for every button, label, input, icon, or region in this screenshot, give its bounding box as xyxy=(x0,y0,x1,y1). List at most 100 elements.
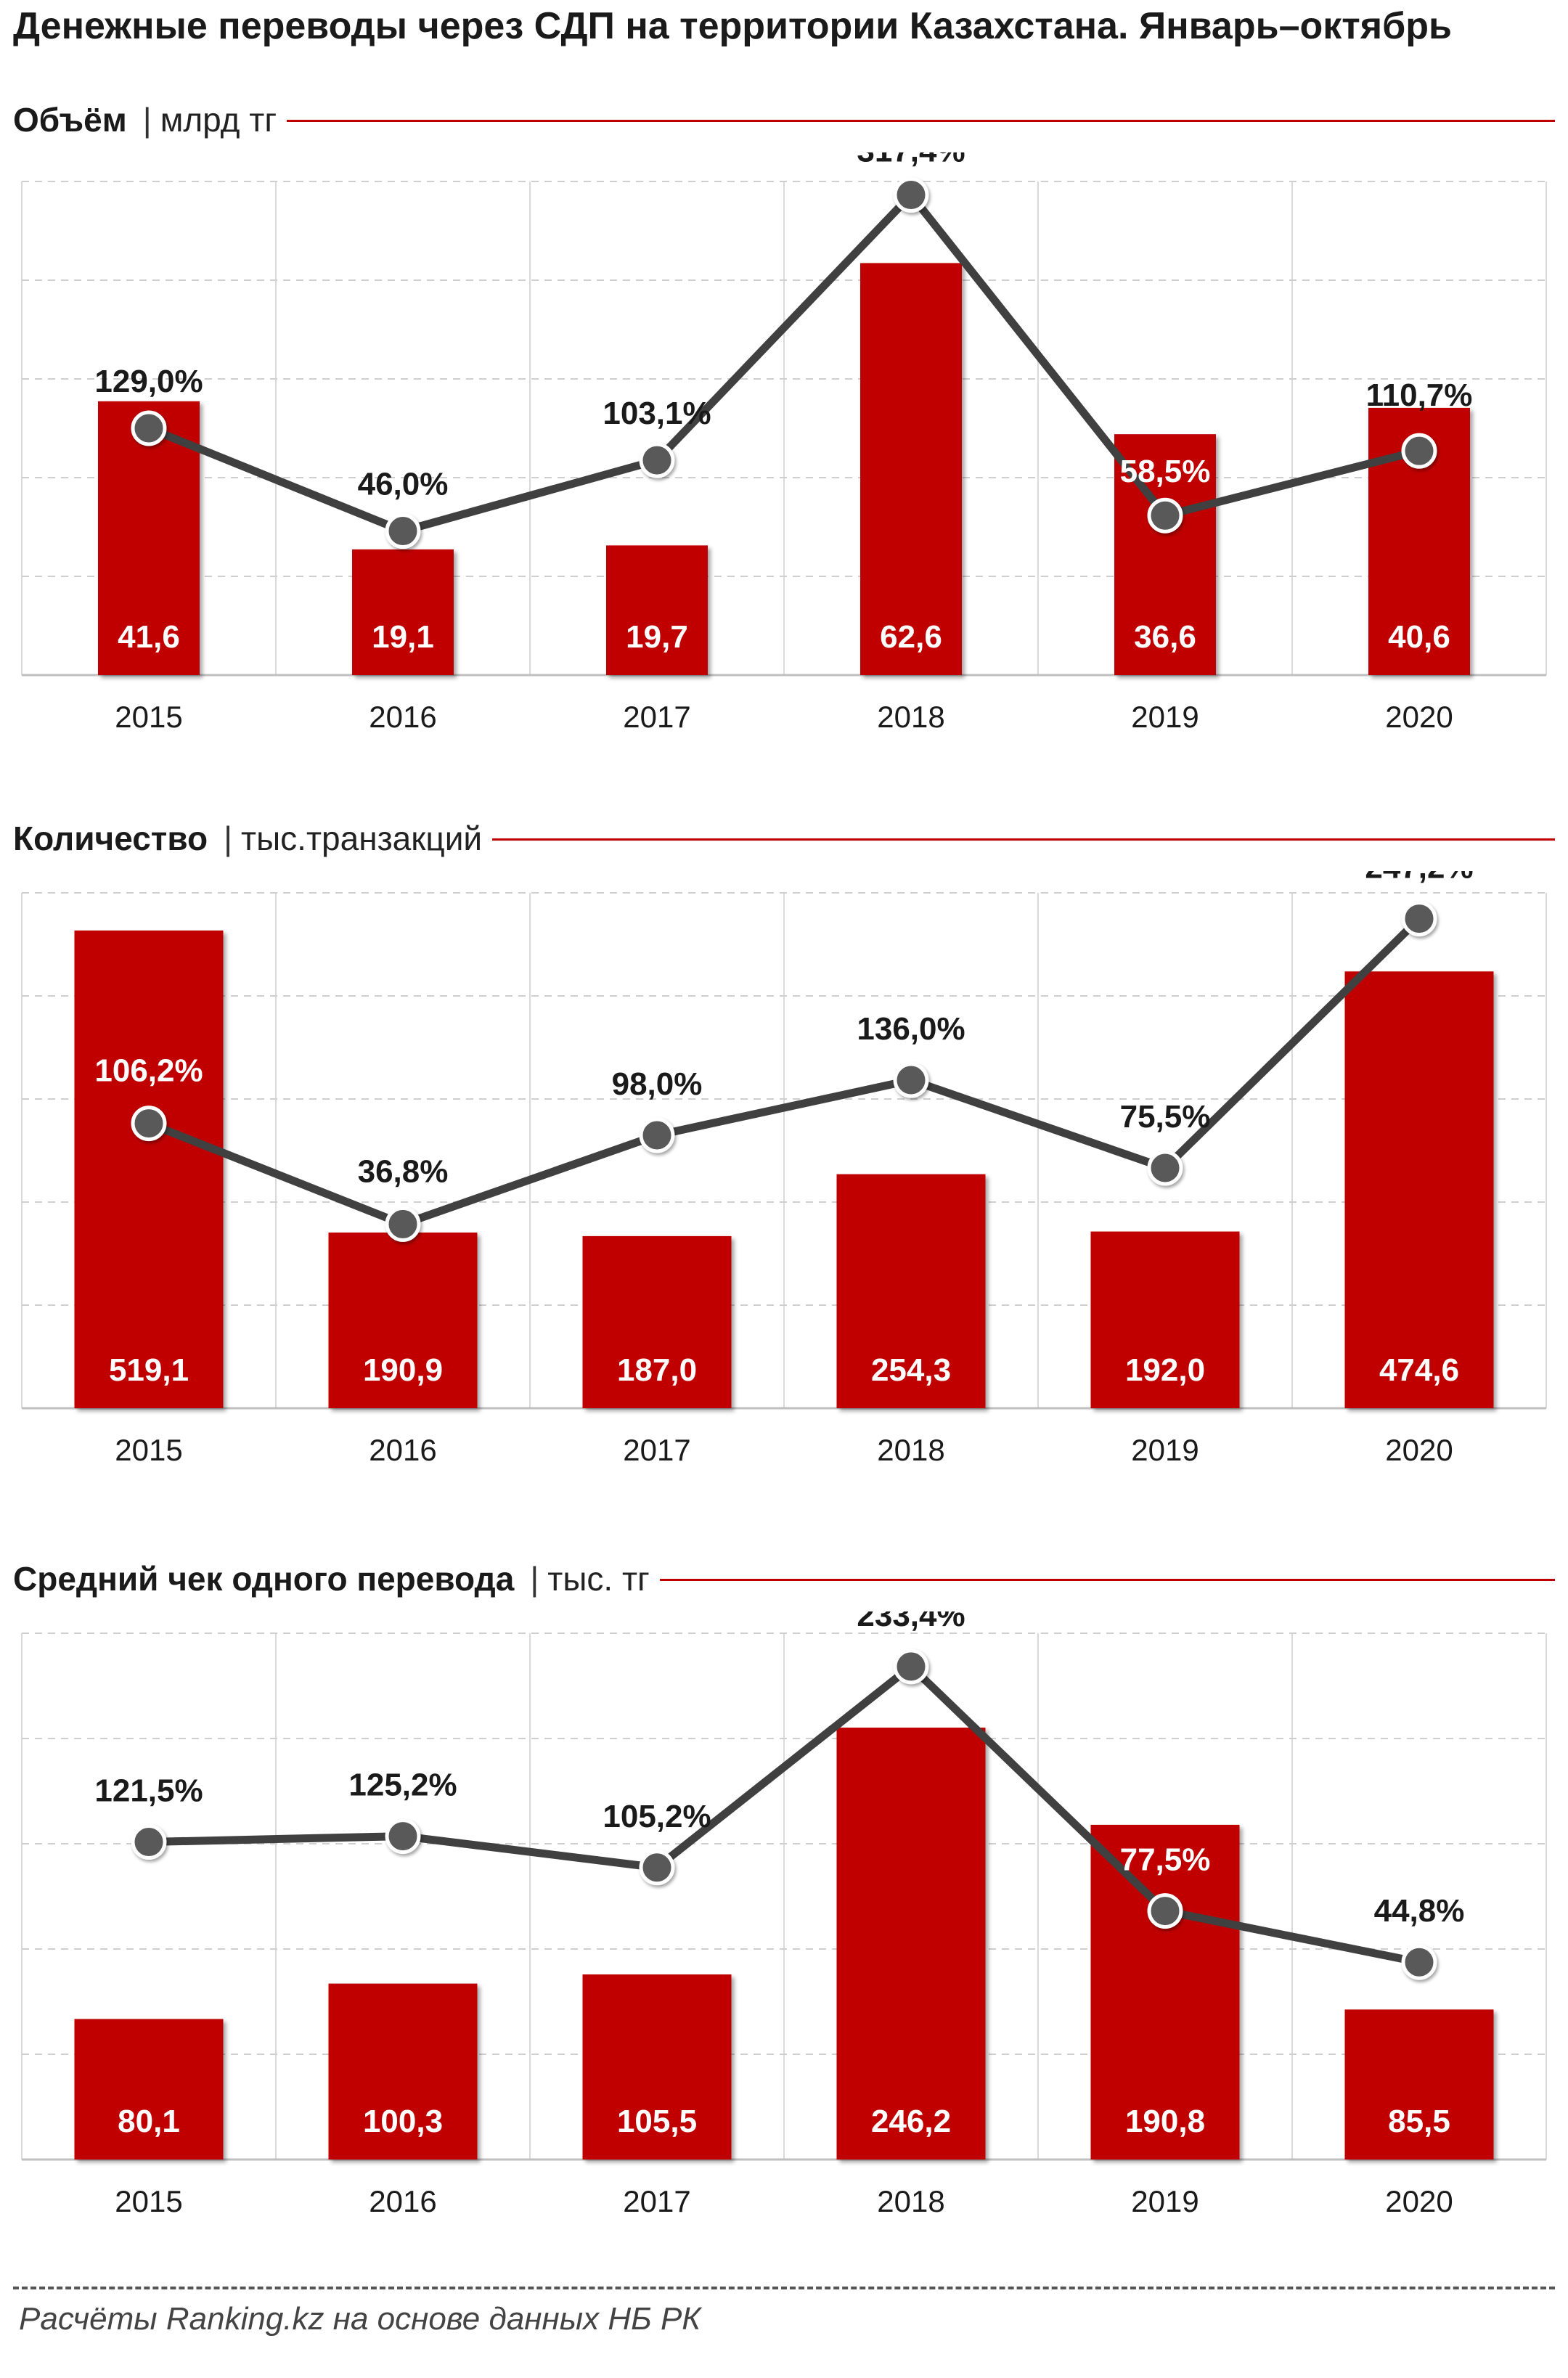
page-title: Денежные переводы через СДП на территори… xyxy=(13,5,1452,47)
x-tick-label: 2019 xyxy=(1131,700,1199,734)
bar xyxy=(1344,2009,1494,2160)
chart-section-avg-check: Средний чек одного перевода | тыс. тг 80,1… xyxy=(0,1553,1568,2250)
bar-value-label: 100,3 xyxy=(363,2104,443,2139)
bar xyxy=(836,1174,986,1408)
x-tick-label: 2019 xyxy=(1131,1433,1199,1467)
growth-point xyxy=(1147,1893,1183,1929)
growth-point xyxy=(639,442,675,478)
growth-point xyxy=(385,513,421,549)
x-tick-label: 2018 xyxy=(877,2184,944,2218)
growth-value-label: 77,5% xyxy=(1120,1842,1211,1878)
bar xyxy=(352,549,454,675)
footer-divider xyxy=(13,2287,1555,2289)
growth-line xyxy=(147,191,1421,536)
growth-point xyxy=(131,1824,167,1860)
bar-value-label: 474,6 xyxy=(1379,1352,1459,1388)
growth-point xyxy=(893,177,929,213)
x-tick-label: 2020 xyxy=(1385,1433,1453,1467)
bar-value-label: 190,9 xyxy=(363,1352,443,1388)
growth-value-label: 103,1% xyxy=(603,396,711,431)
growth-value-label: 36,8% xyxy=(358,1153,449,1189)
growth-point xyxy=(893,1648,929,1685)
growth-value-label: 129,0% xyxy=(94,364,203,399)
section-rule xyxy=(13,120,1555,122)
growth-line xyxy=(148,1662,1421,1966)
growth-value-label: 110,7% xyxy=(1366,377,1473,413)
x-tick-label: 2017 xyxy=(623,2184,690,2218)
growth-value-label: 317,4% xyxy=(857,152,965,169)
bar-value-label: 105,5 xyxy=(617,2104,697,2139)
x-tick-label: 2016 xyxy=(369,700,436,734)
x-tick-label: 2019 xyxy=(1131,2184,1199,2218)
section-separator: | xyxy=(142,101,152,139)
growth-value-label: 98,0% xyxy=(612,1066,703,1102)
bar xyxy=(860,263,962,676)
x-tick-label: 2016 xyxy=(369,1433,436,1467)
chart-section-count: Количество | тыс.транзакций 519,1 2015 190,9… xyxy=(0,813,1568,1495)
bar xyxy=(328,1232,478,1408)
x-tick-label: 2020 xyxy=(1385,2184,1453,2218)
chart-volume: 41,6 2015 19,1 2016 19,7 2017 62,6 2018 36,6 2019… xyxy=(21,152,1547,734)
bar xyxy=(74,930,224,1408)
section-rule xyxy=(13,838,1555,841)
bar-value-label: 187,0 xyxy=(617,1352,697,1388)
growth-point xyxy=(1401,901,1437,937)
bar-value-label: 80,1 xyxy=(118,2104,180,2139)
growth-point xyxy=(385,1206,421,1242)
section-unit: тыс.транзакций xyxy=(241,820,483,857)
section-separator: | xyxy=(530,1560,539,1598)
growth-value-label: 58,5% xyxy=(1120,454,1211,489)
section-header: Средний чек одного перевода | тыс. тг xyxy=(13,1553,1555,1604)
growth-value-label: 121,5% xyxy=(94,1773,203,1809)
x-tick-label: 2018 xyxy=(877,700,944,734)
x-tick-label: 2016 xyxy=(369,2184,436,2218)
growth-point xyxy=(131,1106,167,1142)
bar-value-label: 254,3 xyxy=(871,1352,951,1388)
bar xyxy=(328,1983,478,2160)
x-tick-label: 2015 xyxy=(115,700,182,734)
x-tick-label: 2020 xyxy=(1385,700,1453,734)
growth-point xyxy=(385,1818,421,1855)
growth-value-label: 233,4% xyxy=(857,1611,965,1633)
x-tick-label: 2015 xyxy=(115,2184,182,2218)
chart-average-check: 80,1 2015 100,3 2016 105,5 2017 246,2 2018 190,8… xyxy=(21,1611,1547,2218)
bar-value-label: 519,1 xyxy=(109,1352,189,1388)
section-separator: | xyxy=(224,820,233,857)
bar xyxy=(98,401,200,675)
bar-value-label: 85,5 xyxy=(1388,2104,1450,2139)
chart-section-volume: Объём | млрд тг 41,6 2015 19,1 2016 19,7 2017 62… xyxy=(0,94,1568,777)
bar xyxy=(836,1728,986,2160)
growth-value-label: 75,5% xyxy=(1120,1099,1211,1135)
growth-value-label: 105,2% xyxy=(603,1799,711,1834)
section-rule xyxy=(13,1579,1555,1581)
chart-count: 519,1 2015 190,9 2016 187,0 2017 254,3 2018 192,… xyxy=(21,871,1547,1467)
bar xyxy=(1090,1824,1240,2160)
growth-point xyxy=(1401,433,1437,469)
section-title: Средний чек одного перевода xyxy=(13,1560,515,1598)
bar xyxy=(74,2019,224,2160)
bar-value-label: 19,7 xyxy=(626,619,688,655)
bar-value-label: 190,8 xyxy=(1125,2104,1205,2139)
growth-value-label: 106,2% xyxy=(94,1053,203,1089)
growth-point xyxy=(639,1117,675,1153)
x-tick-label: 2015 xyxy=(115,1433,182,1467)
bar-value-label: 36,6 xyxy=(1134,619,1196,655)
bar xyxy=(1090,1231,1240,1408)
growth-point xyxy=(1147,1150,1183,1186)
growth-point xyxy=(893,1062,929,1098)
x-tick-label: 2018 xyxy=(877,1433,944,1467)
bar-value-label: 40,6 xyxy=(1388,619,1450,655)
bar xyxy=(606,545,708,675)
bar-value-label: 19,1 xyxy=(372,619,434,655)
growth-point xyxy=(1147,497,1183,534)
growth-value-label: 136,0% xyxy=(857,1011,965,1047)
growth-point xyxy=(1401,1944,1437,1980)
bar-value-label: 192,0 xyxy=(1125,1352,1205,1388)
growth-value-label: 46,0% xyxy=(358,467,449,502)
x-tick-label: 2017 xyxy=(623,1433,690,1467)
bar-value-label: 41,6 xyxy=(118,619,180,655)
bar xyxy=(1344,971,1494,1408)
growth-point xyxy=(639,1850,675,1886)
growth-value-label: 125,2% xyxy=(348,1768,457,1803)
bar-value-label: 62,6 xyxy=(880,619,942,655)
